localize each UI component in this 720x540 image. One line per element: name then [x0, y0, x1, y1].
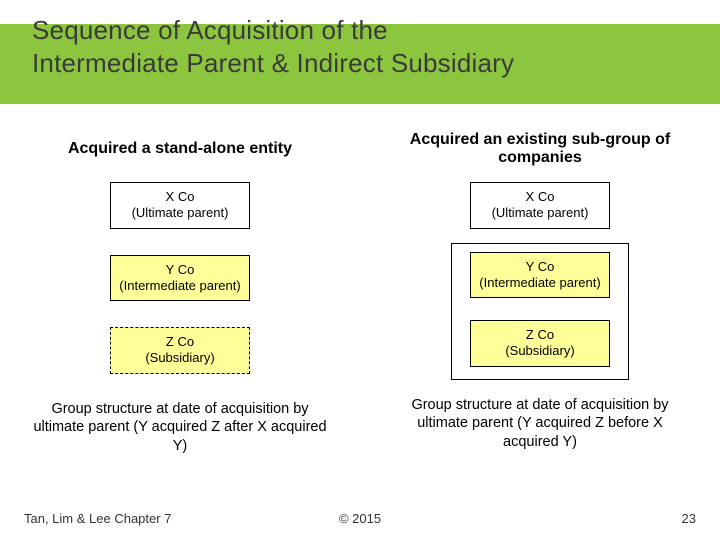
left-node-y: Y Co (Intermediate parent) — [110, 255, 250, 302]
title-line1: Sequence of Acquisition of the — [32, 15, 388, 45]
diagram-columns: Acquired a stand-alone entity X Co (Ulti… — [0, 126, 720, 456]
left-y-line2: (Intermediate parent) — [119, 278, 241, 294]
right-y-line1: Y Co — [479, 259, 601, 275]
footer-right: 23 — [682, 511, 696, 526]
right-x-line1: X Co — [479, 189, 601, 205]
slide: Sequence of Acquisition of the Intermedi… — [0, 0, 720, 540]
left-z-line2: (Subsidiary) — [119, 350, 241, 366]
right-node-z: Z Co (Subsidiary) — [470, 320, 610, 367]
footer-center: © 2015 — [339, 511, 381, 526]
left-node-z: Z Co (Subsidiary) — [110, 327, 250, 374]
left-x-line2: (Ultimate parent) — [119, 205, 241, 221]
title-line2: Intermediate Parent & Indirect Subsidiar… — [32, 48, 514, 78]
left-heading: Acquired a stand-alone entity — [68, 126, 292, 172]
right-node-x: X Co (Ultimate parent) — [470, 182, 610, 229]
slide-title: Sequence of Acquisition of the Intermedi… — [32, 14, 514, 79]
subgroup-frame: Y Co (Intermediate parent) Z Co (Subsidi… — [451, 243, 629, 380]
left-z-line1: Z Co — [119, 334, 241, 350]
right-x-line2: (Ultimate parent) — [479, 205, 601, 221]
right-z-line2: (Subsidiary) — [479, 343, 601, 359]
right-y-line2: (Intermediate parent) — [479, 275, 601, 291]
right-z-line1: Z Co — [479, 327, 601, 343]
right-caption: Group structure at date of acquisition b… — [390, 396, 690, 453]
left-column: Acquired a stand-alone entity X Co (Ulti… — [30, 126, 330, 456]
left-y-line1: Y Co — [119, 262, 241, 278]
right-heading: Acquired an existing sub-group of compan… — [390, 126, 690, 172]
footer-left: Tan, Lim & Lee Chapter 7 — [24, 511, 171, 526]
left-x-line1: X Co — [119, 189, 241, 205]
right-node-y: Y Co (Intermediate parent) — [470, 252, 610, 299]
right-column: Acquired an existing sub-group of compan… — [390, 126, 690, 456]
left-node-x: X Co (Ultimate parent) — [110, 182, 250, 229]
footer: Tan, Lim & Lee Chapter 7 © 2015 23 — [0, 511, 720, 526]
left-caption: Group structure at date of acquisition b… — [30, 400, 330, 457]
